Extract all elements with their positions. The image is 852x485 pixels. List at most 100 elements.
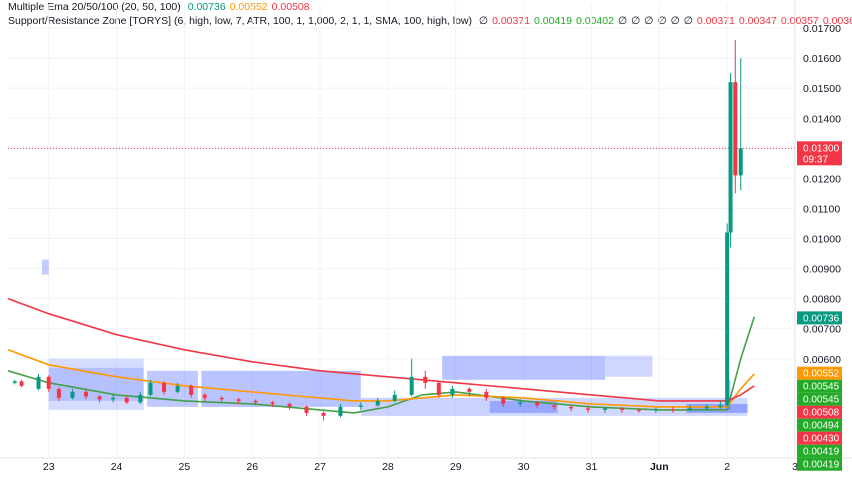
price-badge (797, 444, 842, 458)
candle-body (375, 400, 380, 406)
candle-body (358, 405, 363, 407)
candle-body (636, 409, 641, 411)
time-tick-label: 29 (450, 461, 462, 473)
price-tick-label: 0.01700 (803, 23, 841, 35)
price-badge (797, 392, 842, 406)
ema-legend-label: Multiple Ema 20/50/100 (20, 50, 100) (8, 1, 181, 13)
ema-legend-values: 0.00736 0.00552 0.00508 (188, 1, 314, 13)
sr-legend-value: 0.00347 (738, 15, 777, 27)
time-tick-label: 27 (314, 461, 326, 473)
price-tick-label: 0.00700 (803, 324, 841, 336)
candle-body (202, 394, 207, 398)
sr-legend-value: ∅ (617, 15, 628, 27)
candle-body (501, 397, 506, 404)
sr-zone (41, 259, 49, 275)
sr-zone (360, 397, 490, 416)
sr-legend-values: ∅ 0.00371 0.00419 0.00402 ∅ ∅ ∅ ∅ ∅ ∅ 0.00371 0.003… (479, 15, 852, 27)
candle-body (409, 376, 414, 395)
candle-body (138, 394, 143, 403)
sr-legend-value: 0.00402 (576, 15, 614, 27)
sr-legend-value: 0.00419 (534, 15, 573, 27)
sr-legend-label: Support/Resistance Zone [TORYS] (6, high… (8, 15, 472, 27)
ema-line (7, 297, 755, 402)
candle-body (653, 409, 658, 411)
time-tick-label: 2 (724, 461, 730, 473)
time-tick-label: 28 (382, 461, 394, 473)
candle-body (728, 82, 733, 233)
candle-body (12, 381, 17, 383)
price-badge (797, 418, 842, 432)
candle-body (253, 400, 258, 403)
candle-body (189, 385, 194, 395)
candle-body (84, 391, 89, 397)
candle-body (467, 388, 472, 392)
candle-body (162, 382, 167, 392)
sr-legend-value: ∅ (644, 15, 654, 27)
price-badge-text: 0.00494 (803, 421, 840, 432)
sr-legend-value: ∅ (657, 15, 667, 27)
sr-legend-value: ∅ (478, 15, 489, 27)
price-badge-text: 0.00552 (803, 369, 840, 380)
candle-body (535, 402, 540, 406)
price-tick-label: 0.01500 (803, 83, 841, 95)
price-badge (797, 405, 842, 419)
candle-body (46, 376, 51, 389)
time-tick-label: 25 (179, 461, 191, 473)
candle-body (450, 388, 455, 395)
time-tick-label: 31 (586, 461, 598, 473)
price-badge-text: 0.00419 (803, 460, 840, 471)
price-badge (797, 366, 842, 380)
price-tick-label: 0.00900 (803, 264, 841, 276)
candle-body (738, 148, 743, 176)
candle-body (124, 397, 129, 403)
time-axis[interactable]: 23 24 25 26 27 28 29 30 31 Jun 2 3 (43, 461, 798, 473)
candle-body (287, 403, 292, 407)
sr-zone (442, 355, 606, 380)
sr-legend-value: 0.00365… (822, 15, 852, 27)
candle-body (270, 402, 275, 404)
time-tick-label: 26 (246, 461, 258, 473)
candle-body (518, 402, 523, 404)
price-badge-text: 0.00545 (803, 382, 840, 393)
time-tick-label: Jun (650, 461, 669, 473)
candle-body (484, 391, 489, 398)
price-badge (797, 431, 842, 445)
sr-legend-value: ∅ (631, 15, 641, 27)
last-price-badge (797, 141, 842, 166)
candle-body (603, 408, 608, 410)
price-badge-text: 0.00430 (803, 434, 840, 445)
candle-body (423, 376, 428, 383)
price-tick-label: 0.01200 (803, 173, 841, 185)
candle-body (321, 412, 326, 416)
sr-legend-value: ∅ (683, 15, 693, 27)
candle-body (569, 406, 574, 409)
sr-zone (489, 400, 558, 413)
price-badge-text: 0.00545 (803, 395, 840, 406)
candle-body (586, 408, 591, 410)
candle-body (725, 232, 730, 406)
candle-body (304, 406, 309, 413)
candle-body (552, 405, 557, 407)
candle-body (670, 409, 675, 411)
sr-legend-value: 0.00371 (492, 15, 531, 27)
candle-body (392, 394, 397, 401)
sr-legend-value: ∅ (670, 15, 680, 27)
candle-body (175, 385, 180, 392)
price-badge (797, 311, 842, 325)
candle-body (687, 408, 692, 410)
price-tick-label: 0.01100 (803, 203, 840, 215)
candle-body (236, 399, 241, 401)
ema-line (7, 316, 756, 414)
time-tick-label: 23 (43, 461, 55, 473)
price-badge-text: 0.00508 (803, 408, 840, 419)
candle-body (718, 405, 723, 407)
candle-body (219, 397, 224, 400)
candle-body (704, 406, 709, 409)
candle-body (36, 376, 41, 389)
candle-body (111, 397, 116, 400)
candles (12, 40, 743, 421)
candle-body (19, 381, 24, 386)
sr-zone (489, 397, 748, 416)
